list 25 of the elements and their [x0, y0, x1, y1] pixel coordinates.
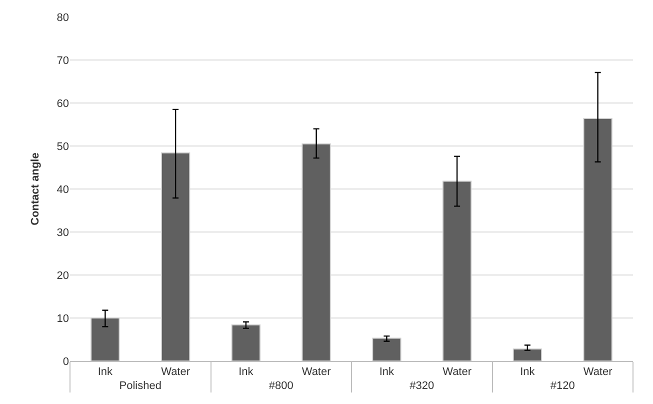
y-tick-label: 60	[56, 98, 69, 110]
x-tick-label: Ink	[379, 366, 395, 378]
y-tick-label: 80	[56, 12, 69, 24]
bar	[512, 348, 542, 361]
x-tick-label: Water	[583, 366, 613, 378]
y-tick-label: 10	[56, 312, 69, 325]
x-tick-label: Ink	[98, 366, 114, 378]
y-tick-label: 0	[62, 356, 69, 368]
y-axis-title: Contact angle	[29, 152, 42, 226]
y-tick-label: 50	[56, 140, 69, 153]
x-tick-label: Ink	[520, 366, 536, 378]
y-tick-label: 40	[56, 184, 69, 196]
x-tick-label: Water	[161, 366, 190, 378]
text: Polished	[119, 380, 162, 392]
x-tick-label: Ink	[238, 366, 254, 378]
x-tick-label: Water	[442, 366, 472, 378]
text: #120	[550, 380, 575, 392]
text: #320	[410, 380, 434, 392]
y-tick-label: 20	[56, 270, 69, 282]
text: #800	[268, 380, 294, 392]
y-tick-label: 70	[56, 54, 69, 67]
bar	[372, 338, 402, 361]
x-tick-label: Water	[302, 366, 332, 378]
bar	[231, 324, 261, 361]
y-tick-label: 30	[56, 226, 69, 239]
